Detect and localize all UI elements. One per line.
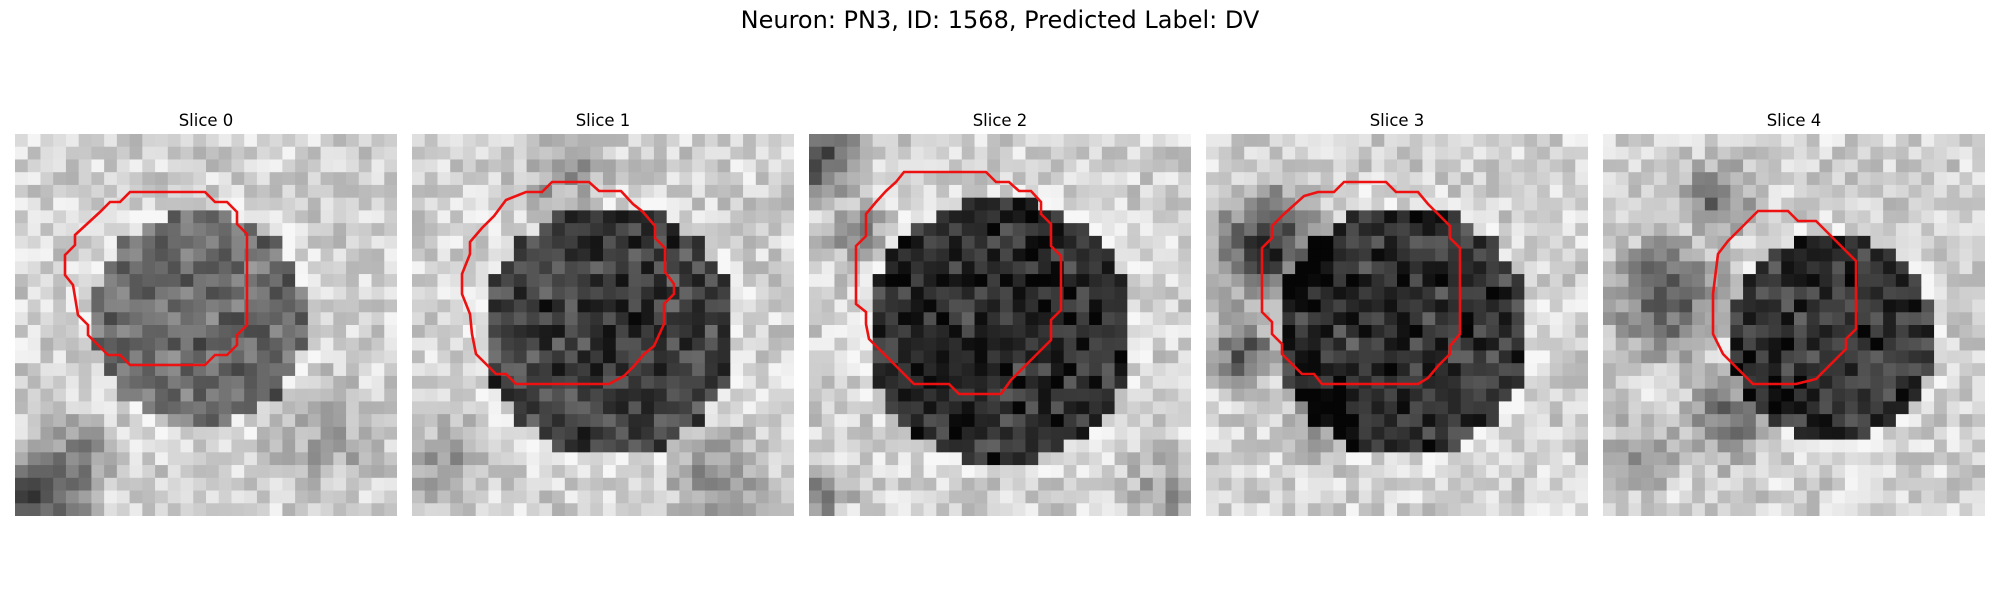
slice-image-0 xyxy=(15,134,397,516)
slice-panel-0: Slice 0 xyxy=(15,110,397,516)
slice-panel-4: Slice 4 xyxy=(1603,110,1985,516)
slice-title-2: Slice 2 xyxy=(972,111,1028,130)
slice-image-4 xyxy=(1603,134,1985,516)
figure-title: Neuron: PN3, ID: 1568, Predicted Label: … xyxy=(740,6,1260,34)
slice-image-1 xyxy=(412,134,794,516)
slice-title-0: Slice 0 xyxy=(178,111,234,130)
slice-image-2 xyxy=(809,134,1191,516)
slice-panel-2: Slice 2 xyxy=(809,110,1191,516)
slice-title-4: Slice 4 xyxy=(1766,111,1822,130)
slice-image-3 xyxy=(1206,134,1588,516)
slice-panel-3: Slice 3 xyxy=(1206,110,1588,516)
slice-title-3: Slice 3 xyxy=(1369,111,1425,130)
slice-title-1: Slice 1 xyxy=(575,111,631,130)
slice-panel-1: Slice 1 xyxy=(412,110,794,516)
